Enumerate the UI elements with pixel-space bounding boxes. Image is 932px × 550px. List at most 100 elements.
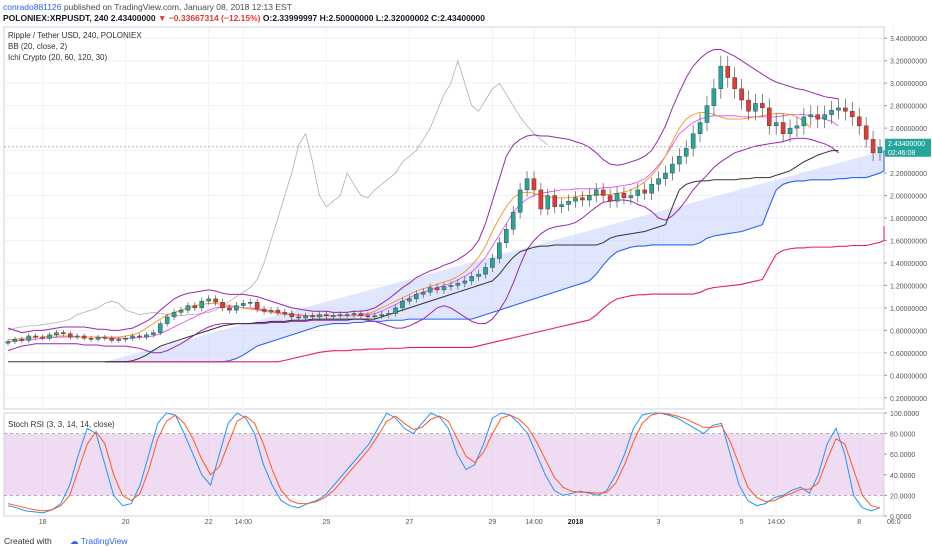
candle-body (74, 335, 80, 338)
candle-body (317, 314, 322, 318)
candle-body (476, 273, 481, 277)
candle-body (199, 300, 205, 309)
candle-body (725, 66, 731, 78)
price-tick-label: 3.00000000 (890, 81, 927, 88)
candle-body (213, 298, 218, 303)
rsi-tick-label: 0.0000 (890, 514, 912, 521)
candle-body (324, 314, 329, 316)
candle-body (379, 314, 384, 316)
candle-body (628, 195, 634, 198)
candle-body (303, 315, 308, 319)
candle-body (54, 332, 59, 336)
rsi-tick-label: 60.0000 (890, 452, 915, 459)
stoch-d-line (7, 412, 881, 512)
candle-body (808, 114, 814, 118)
price-change: −0.33667314 (−12.15%) (168, 13, 261, 23)
candle-body (635, 189, 641, 196)
price-tick-label: 0.80000000 (890, 328, 927, 335)
candle-body (289, 313, 295, 318)
candle-body (642, 189, 647, 194)
time-tick-label: 3 (657, 519, 661, 526)
candle-body (690, 133, 696, 149)
candle-body (95, 336, 101, 340)
candle-body (621, 193, 627, 198)
time-tick-label: 25 (322, 519, 330, 526)
created-with-text: Created with (4, 536, 52, 546)
candle-body (531, 178, 537, 191)
candle-body (760, 103, 765, 109)
publisher-link[interactable]: conrado881126 (3, 2, 62, 12)
candle-body (656, 178, 661, 185)
candle-body (254, 302, 260, 310)
candle-body (552, 195, 558, 207)
candle-body (130, 335, 135, 339)
candle-body (663, 172, 668, 179)
candle-body (296, 316, 301, 319)
candle-body (351, 313, 357, 315)
candle-body (407, 298, 412, 302)
candle-body (711, 88, 717, 106)
candle-body (171, 312, 177, 318)
legend-ichimoku[interactable]: Ichi Crypto (20, 60, 120, 30) (8, 53, 108, 62)
rsi-tick-label: 20.0000 (890, 493, 915, 500)
candle-body (241, 303, 246, 306)
time-tick-label: 2018 (568, 519, 584, 526)
time-tick-label: 8 (857, 519, 861, 526)
candle-body (683, 148, 689, 157)
price-chart[interactable]: 3.40000000 3.20000000 3.00000000 2.80000000… (0, 0, 932, 533)
symbol-name[interactable]: POLONIEX:XRPUSDT, 240 (3, 13, 109, 23)
candle-body (607, 195, 613, 202)
time-tick-label: 5 (740, 519, 744, 526)
ohlc-values: O:2.33999997 H:2.50000000 L:2.32000002 C… (262, 13, 485, 23)
rsi-tick-label: 40.0000 (890, 473, 915, 480)
candle-body (732, 77, 737, 89)
price-tick-label: 0.40000000 (890, 373, 927, 380)
time-tick-label: 14:00 (235, 519, 253, 526)
cloud-icon: ☁ (70, 536, 79, 546)
legend-stoch-rsi[interactable]: Stoch RSI (3, 3, 14, 14, close) (8, 420, 115, 429)
candle-body (870, 139, 876, 154)
legend-bb[interactable]: BB (20, close, 2) (8, 42, 68, 51)
candle-body (718, 66, 724, 89)
price-tick-label: 0.60000000 (890, 351, 927, 358)
candle-body (455, 282, 461, 286)
candle-body (220, 302, 225, 309)
candle-body (593, 189, 599, 196)
candle-body (766, 107, 772, 127)
candle-body (12, 339, 18, 342)
candle-body (88, 338, 94, 340)
candle-body (26, 335, 32, 341)
candle-body (677, 156, 682, 165)
candle-body (815, 114, 820, 120)
candle-body (794, 125, 800, 129)
candle-body (372, 315, 378, 318)
stoch-k-line (7, 412, 881, 514)
candle-body (81, 335, 87, 339)
footer: Created with ☁ TradingView (0, 533, 932, 550)
legend-title: Ripple / Tether USD, 240, POLONIEX (8, 31, 142, 40)
candle-body (829, 109, 834, 115)
candle-body (185, 305, 191, 311)
rsi-tick-label: 80.0000 (890, 432, 915, 439)
tradingview-logo[interactable]: ☁ TradingView (70, 536, 128, 547)
candle-body (863, 125, 869, 140)
time-tick-label: 06:0 (887, 519, 901, 526)
candle-body (358, 313, 364, 316)
price-tick-label: 2.60000000 (890, 126, 927, 133)
tradingview-brand: TradingView (80, 536, 128, 546)
candle-body (517, 189, 523, 213)
candle-body (337, 314, 343, 316)
last-price-badge-value: 2.43400000 (888, 141, 925, 148)
candle-body (836, 107, 841, 111)
candle-body (414, 294, 419, 300)
candle-body (393, 307, 398, 314)
candle-body (545, 195, 551, 210)
candle-body (773, 122, 779, 127)
candle-body (275, 309, 281, 313)
candle-body (614, 193, 620, 202)
candle-body (310, 315, 315, 318)
time-tick-label: 14:00 (767, 519, 785, 526)
published-text: published on TradingView.com, January 08… (63, 2, 292, 12)
last-price-badge (885, 138, 931, 157)
candle-body (462, 280, 468, 284)
